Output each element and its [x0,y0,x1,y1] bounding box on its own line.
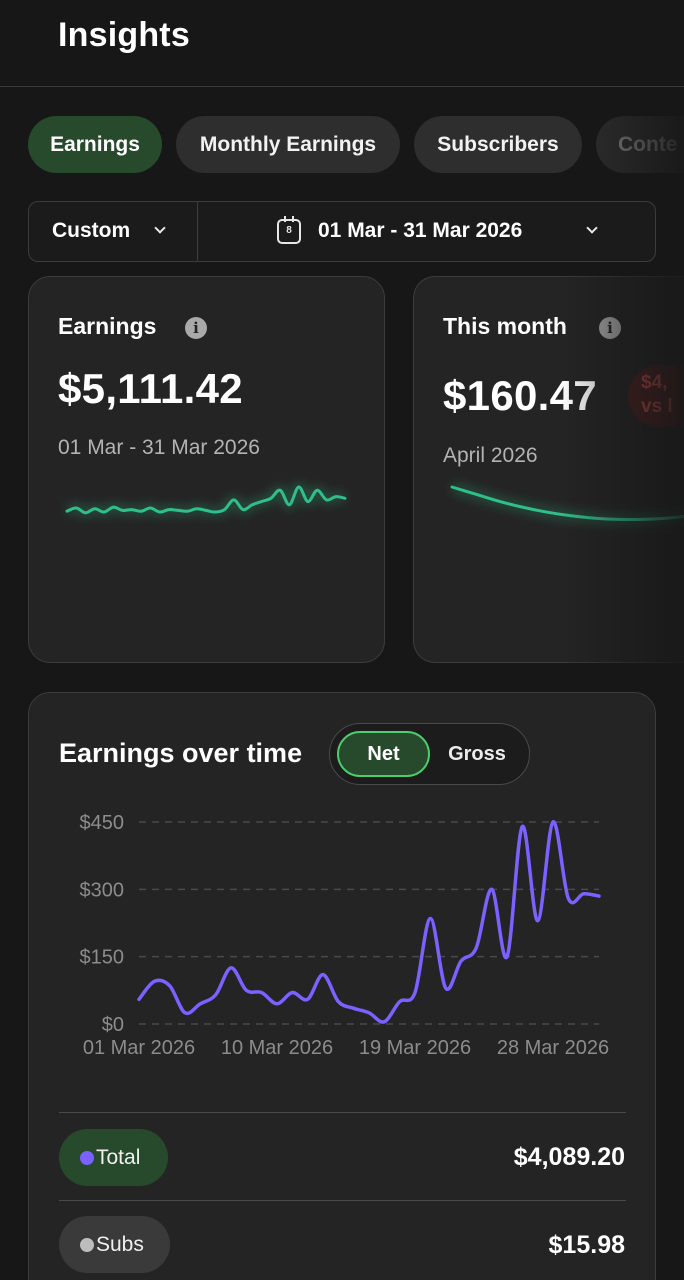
data-point [486,883,498,895]
y-tick-label: $150 [80,947,125,969]
range-mode-label: Custom [52,219,131,242]
tab-monthly-earnings[interactable]: Monthly Earnings [176,116,400,173]
tab-bar: Earnings Monthly Earnings Subscribers Co… [28,116,684,174]
earnings-summary-card[interactable]: Earnings i $5,111.42 01 Mar - 31 Mar 202… [28,276,385,663]
chart-grid [139,821,599,1025]
info-icon[interactable]: i [185,317,207,339]
data-point [317,969,329,981]
this-month-card[interactable]: This month i $160.47 $4, vs l April 2026 [413,276,684,663]
legend-dot [80,1238,94,1252]
data-point [194,998,206,1010]
data-point [593,890,605,902]
date-filter: Custom 8 01 Mar - 31 Mar 2026 [28,201,656,262]
row-divider [59,1200,626,1201]
series-line [137,820,601,1024]
data-point [148,975,160,987]
data-point [302,993,314,1005]
range-mode-dropdown[interactable]: Custom [29,202,197,261]
date-range-picker[interactable]: 8 01 Mar - 31 Mar 2026 [198,202,655,261]
data-point [286,987,298,999]
data-point [578,888,590,900]
filter-divider [197,202,198,261]
net-gross-toggle: Net Gross [329,723,530,785]
y-tick-label: $300 [80,879,125,901]
data-point [133,993,145,1005]
data-point [164,980,176,992]
total-value: $4,089.20 [513,1143,625,1171]
data-point [332,996,344,1008]
toggle-gross[interactable]: Gross [448,743,506,765]
legend-dot [80,1151,94,1165]
legend-label: Total [96,1146,141,1169]
y-tick-label: $0 [102,1014,124,1036]
card-title: Earnings [58,313,157,339]
tab-content[interactable]: Conte [596,116,684,173]
data-point [348,1002,360,1014]
legend-pill-subs[interactable]: Subs [59,1216,170,1273]
data-point [179,1007,191,1019]
x-tick-label: 01 Mar 2026 [83,1037,195,1059]
tab-subscribers[interactable]: Subscribers [414,116,582,173]
chart-title: Earnings over time [59,738,303,768]
data-point [516,820,528,832]
earnings-sparkline [65,482,347,518]
data-point [240,984,252,996]
data-point [440,982,452,994]
y-tick-label: $450 [80,812,125,834]
this-month-sparkline [450,481,684,526]
earnings-total-value: $5,111.42 [58,365,243,412]
page-title: Insights [58,16,190,54]
x-tick-label: 19 Mar 2026 [359,1037,471,1059]
data-point [532,915,544,927]
series-points [133,816,605,1028]
earnings-over-time-card: Earnings over time Net Gross $0 $150 $300 $… [28,692,656,1280]
tab-earnings[interactable]: Earnings [28,116,162,173]
data-point [225,962,237,974]
chevron-down-icon [586,222,598,234]
data-point [409,987,421,999]
data-point [378,1016,390,1028]
legend-pill-total[interactable]: Total [59,1129,168,1186]
sparkline-line [65,485,347,515]
row-divider [59,1112,626,1113]
date-range-label: 01 Mar - 31 Mar 2026 [318,219,523,242]
chevron-down-icon [154,222,166,234]
subs-value: $15.98 [548,1231,625,1259]
legend-label: Subs [96,1233,144,1256]
data-point [424,913,436,925]
card-title: This month [443,313,567,339]
card-period: April 2026 [443,444,538,467]
data-point [210,989,222,1001]
top-bar: Insights [0,0,684,87]
x-axis-ticks: 01 Mar 2026 10 Mar 2026 19 Mar 2026 28 Mar … [83,1037,609,1059]
data-point [394,996,406,1008]
data-point [501,951,513,963]
data-point [547,816,559,828]
data-point [271,998,283,1010]
card-date-range: 01 Mar - 31 Mar 2026 [58,436,260,459]
x-tick-label: 10 Mar 2026 [221,1037,333,1059]
y-axis-ticks: $0 $150 $300 $450 [80,812,125,1036]
toggle-net[interactable]: Net [337,731,430,777]
data-point [562,892,574,904]
calendar-day: 8 [286,225,292,236]
earnings-line-chart[interactable]: $0 $150 $300 $450 01 Mar 2026 10 Mar 2026 19 … [29,693,657,1073]
data-point [363,1007,375,1019]
data-point [256,987,268,999]
x-tick-label: 28 Mar 2026 [497,1037,609,1059]
data-point [470,942,482,954]
data-point [455,955,467,967]
calendar-icon: 8 [277,216,301,244]
